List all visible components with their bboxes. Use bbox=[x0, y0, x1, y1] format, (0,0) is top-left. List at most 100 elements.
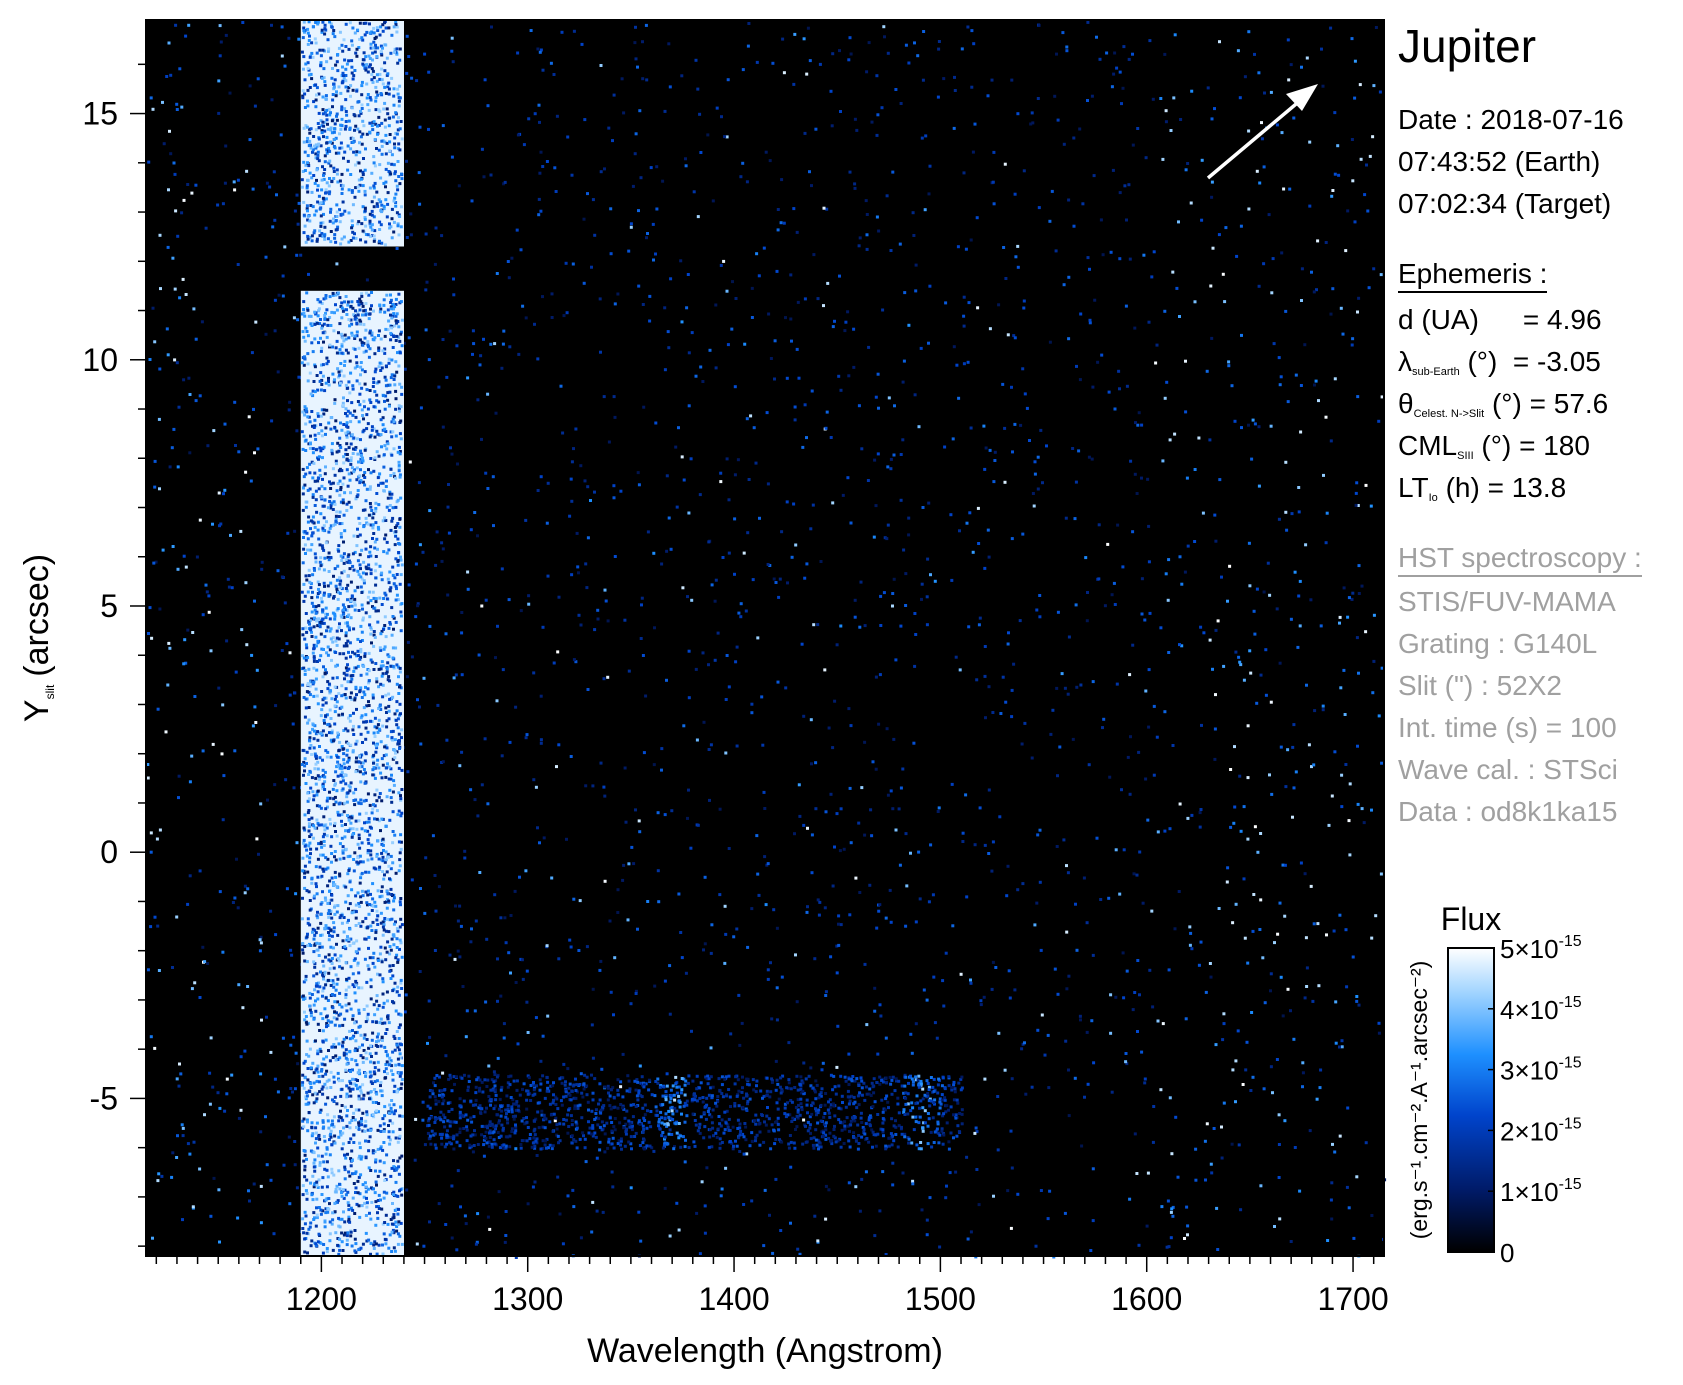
noise-pixel bbox=[146, 776, 150, 780]
band-pixel bbox=[300, 50, 304, 54]
noise-pixel bbox=[669, 547, 673, 551]
band-pixel bbox=[319, 1212, 323, 1216]
noise-pixel bbox=[1023, 721, 1027, 725]
band-pixel bbox=[391, 989, 395, 993]
band-pixel bbox=[312, 894, 316, 898]
noise-pixel bbox=[1126, 755, 1130, 759]
noise-pixel bbox=[763, 855, 767, 859]
band-pixel bbox=[370, 660, 374, 664]
noise-pixel bbox=[754, 461, 758, 465]
noise-pixel bbox=[732, 935, 736, 939]
noise-pixel bbox=[745, 1152, 749, 1156]
band-pixel bbox=[333, 870, 337, 874]
noise-pixel bbox=[1006, 1189, 1010, 1193]
band-pixel bbox=[328, 1059, 332, 1063]
noise-pixel bbox=[958, 529, 961, 533]
band-pixel bbox=[344, 337, 348, 341]
band-pixel bbox=[392, 1213, 396, 1217]
band-pixel bbox=[374, 501, 378, 505]
noise-pixel bbox=[1221, 1038, 1225, 1042]
band-pixel bbox=[378, 792, 382, 795]
noise-pixel bbox=[428, 509, 432, 513]
band-pixel bbox=[377, 718, 381, 722]
noise-pixel bbox=[207, 594, 211, 598]
noise-pixel bbox=[287, 408, 291, 412]
noise-pixel bbox=[739, 615, 743, 619]
noise-pixel bbox=[1221, 272, 1225, 276]
band-pixel bbox=[321, 48, 325, 52]
noise-pixel bbox=[1110, 1090, 1114, 1094]
noise-pixel bbox=[680, 455, 684, 459]
noise-pixel bbox=[996, 1095, 1000, 1098]
noise-pixel bbox=[1022, 169, 1026, 173]
band-pixel bbox=[347, 1203, 351, 1207]
band-pixel bbox=[379, 176, 383, 180]
noise-pixel bbox=[935, 1036, 939, 1040]
noise-pixel bbox=[684, 164, 688, 168]
noise-pixel bbox=[636, 471, 640, 475]
band-pixel bbox=[360, 1204, 364, 1208]
noise-pixel bbox=[448, 953, 452, 957]
noise-pixel bbox=[409, 212, 413, 216]
noise-pixel bbox=[445, 375, 449, 379]
noise-pixel bbox=[690, 331, 694, 335]
band-pixel bbox=[317, 981, 320, 985]
band-pixel bbox=[359, 567, 362, 571]
noise-pixel bbox=[928, 1196, 932, 1200]
band-pixel bbox=[333, 138, 336, 141]
band-pixel bbox=[323, 27, 327, 31]
band-pixel bbox=[354, 1191, 357, 1194]
noise-pixel bbox=[957, 396, 961, 400]
noise-pixel bbox=[891, 1161, 895, 1165]
band-pixel bbox=[375, 492, 379, 495]
band-pixel bbox=[316, 200, 320, 204]
noise-pixel bbox=[1007, 631, 1010, 635]
band-pixel bbox=[314, 448, 318, 452]
noise-pixel bbox=[894, 658, 898, 662]
noise-pixel bbox=[633, 41, 637, 45]
band-pixel bbox=[307, 73, 311, 77]
noise-pixel bbox=[246, 887, 250, 891]
band-pixel bbox=[384, 364, 388, 368]
band-pixel bbox=[398, 450, 402, 453]
band-pixel bbox=[338, 591, 342, 595]
noise-pixel bbox=[525, 1000, 529, 1004]
noise-pixel bbox=[275, 193, 278, 197]
band-pixel bbox=[400, 955, 404, 959]
noise-pixel bbox=[818, 900, 822, 904]
band-pixel bbox=[347, 318, 351, 321]
noise-pixel bbox=[1222, 1012, 1226, 1016]
noise-pixel bbox=[891, 592, 895, 595]
band-pixel bbox=[323, 233, 327, 237]
band-pixel bbox=[344, 1193, 348, 1197]
band-pixel bbox=[334, 219, 338, 222]
noise-pixel bbox=[1037, 23, 1041, 27]
noise-pixel bbox=[805, 436, 808, 440]
band-pixel bbox=[396, 320, 400, 323]
band-pixel bbox=[361, 205, 365, 209]
noise-pixel bbox=[920, 597, 923, 601]
band-pixel bbox=[392, 307, 395, 311]
band-pixel bbox=[390, 800, 394, 804]
band-pixel bbox=[366, 1128, 370, 1132]
noise-pixel bbox=[1074, 902, 1077, 906]
band-pixel bbox=[345, 62, 349, 66]
noise-pixel bbox=[1347, 596, 1351, 600]
noise-pixel bbox=[1065, 45, 1069, 49]
noise-pixel bbox=[793, 32, 797, 36]
band-pixel bbox=[303, 224, 307, 228]
noise-pixel bbox=[437, 385, 441, 389]
band-pixel bbox=[330, 25, 334, 29]
noise-pixel bbox=[1300, 299, 1303, 302]
noise-pixel bbox=[203, 960, 207, 964]
band-pixel bbox=[334, 639, 338, 643]
noise-pixel bbox=[849, 841, 853, 845]
noise-pixel bbox=[988, 327, 992, 331]
band-pixel bbox=[399, 120, 403, 123]
noise-pixel bbox=[1178, 555, 1182, 559]
band-pixel bbox=[383, 1021, 387, 1025]
band-pixel bbox=[383, 43, 387, 47]
noise-pixel bbox=[668, 85, 672, 89]
noise-pixel bbox=[1329, 312, 1333, 316]
noise-pixel bbox=[992, 480, 996, 484]
